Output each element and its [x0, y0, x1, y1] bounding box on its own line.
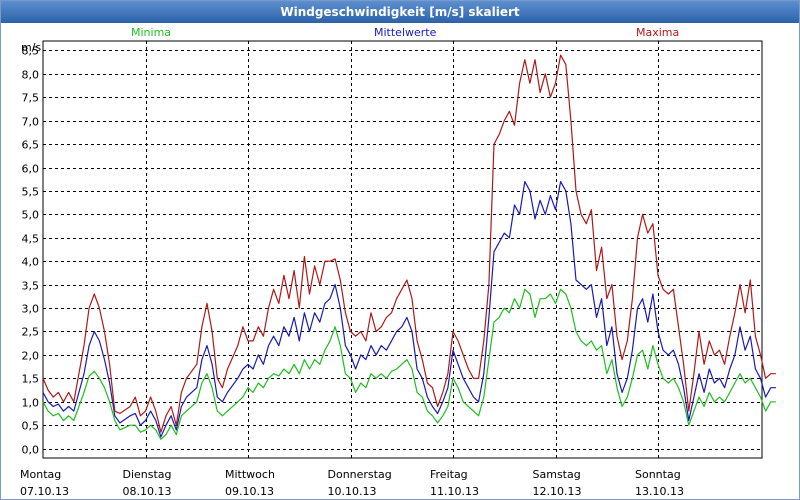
x-day-label: Mittwoch — [225, 468, 275, 481]
series-minima-line — [42, 288, 776, 440]
y-tick-label: 7,5 — [22, 92, 40, 105]
legend-minima: Minima — [131, 26, 172, 39]
y-tick-label: 0,0 — [22, 444, 40, 457]
x-day-label: Freitag — [430, 468, 468, 481]
y-tick-label: 2,5 — [22, 326, 40, 339]
y-tick-label: 4,5 — [22, 233, 40, 246]
legend-mittelwerte: Mittelwerte — [374, 26, 437, 39]
window-title: Windgeschwindigkeit [m/s] skaliert — [1, 1, 799, 23]
x-date-label: 08.10.13 — [123, 485, 172, 498]
y-tick-label: 3,0 — [22, 303, 40, 316]
x-date-label: 11.10.13 — [430, 485, 479, 498]
y-tick-label: 4,0 — [22, 256, 40, 269]
y-tick-label: 3,5 — [22, 280, 40, 293]
plot-border — [42, 40, 763, 459]
x-date-label: 10.10.13 — [328, 485, 377, 498]
y-tick-label: 8,0 — [22, 69, 40, 82]
x-date-label: 09.10.13 — [225, 485, 274, 498]
y-tick-label: 2,0 — [22, 350, 40, 363]
y-tick-label: 8,5 — [22, 45, 40, 58]
series-maxima-line — [42, 54, 776, 433]
y-tick-label: 6,5 — [22, 139, 40, 152]
y-tick-label: 1,5 — [22, 373, 40, 386]
x-date-label: 07.10.13 — [20, 485, 69, 498]
y-tick-label: 1,0 — [22, 397, 40, 410]
x-day-label: Sonntag — [635, 468, 681, 481]
x-day-label: Donnerstag — [328, 468, 392, 481]
y-axis-unit: m/s — [21, 41, 42, 54]
y-tick-label: 5,0 — [22, 209, 40, 222]
y-tick-label: 5,5 — [22, 186, 40, 199]
y-tick-label: 7,0 — [22, 116, 40, 129]
x-day-label: Dienstag — [123, 468, 172, 481]
x-day-label: Samstag — [533, 468, 581, 481]
x-day-label: Montag — [20, 468, 61, 481]
y-tick-label: 0,5 — [22, 420, 40, 433]
y-tick-label: 6,0 — [22, 163, 40, 176]
x-date-label: 12.10.13 — [533, 485, 582, 498]
x-date-label: 13.10.13 — [635, 485, 684, 498]
series-mittel-line — [42, 181, 776, 438]
legend-maxima: Maxima — [636, 26, 680, 39]
